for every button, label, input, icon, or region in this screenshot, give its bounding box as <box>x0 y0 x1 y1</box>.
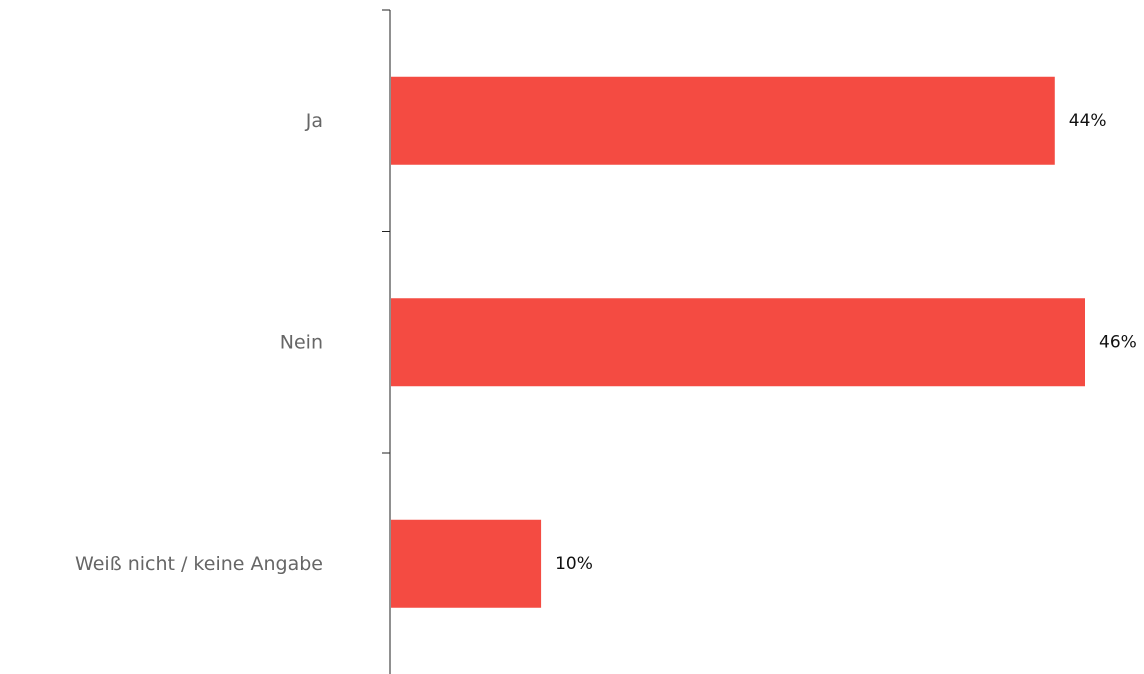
bar-2 <box>391 298 1085 387</box>
category-label: Nein <box>280 331 323 353</box>
category-axis <box>382 9 391 674</box>
value-label: 44% <box>1069 111 1107 131</box>
bar-1 <box>391 76 1055 165</box>
category-label: Ja <box>305 110 323 132</box>
labels-group: Ja 44% Nein 46% Weiß nicht / keine Angabe 10% <box>75 110 1137 575</box>
value-label: 10% <box>555 554 593 574</box>
bar-3 <box>391 519 542 608</box>
category-label: Weiß nicht / keine Angabe <box>75 553 323 575</box>
value-label: 46% <box>1099 332 1137 352</box>
bars-group <box>391 76 1085 608</box>
